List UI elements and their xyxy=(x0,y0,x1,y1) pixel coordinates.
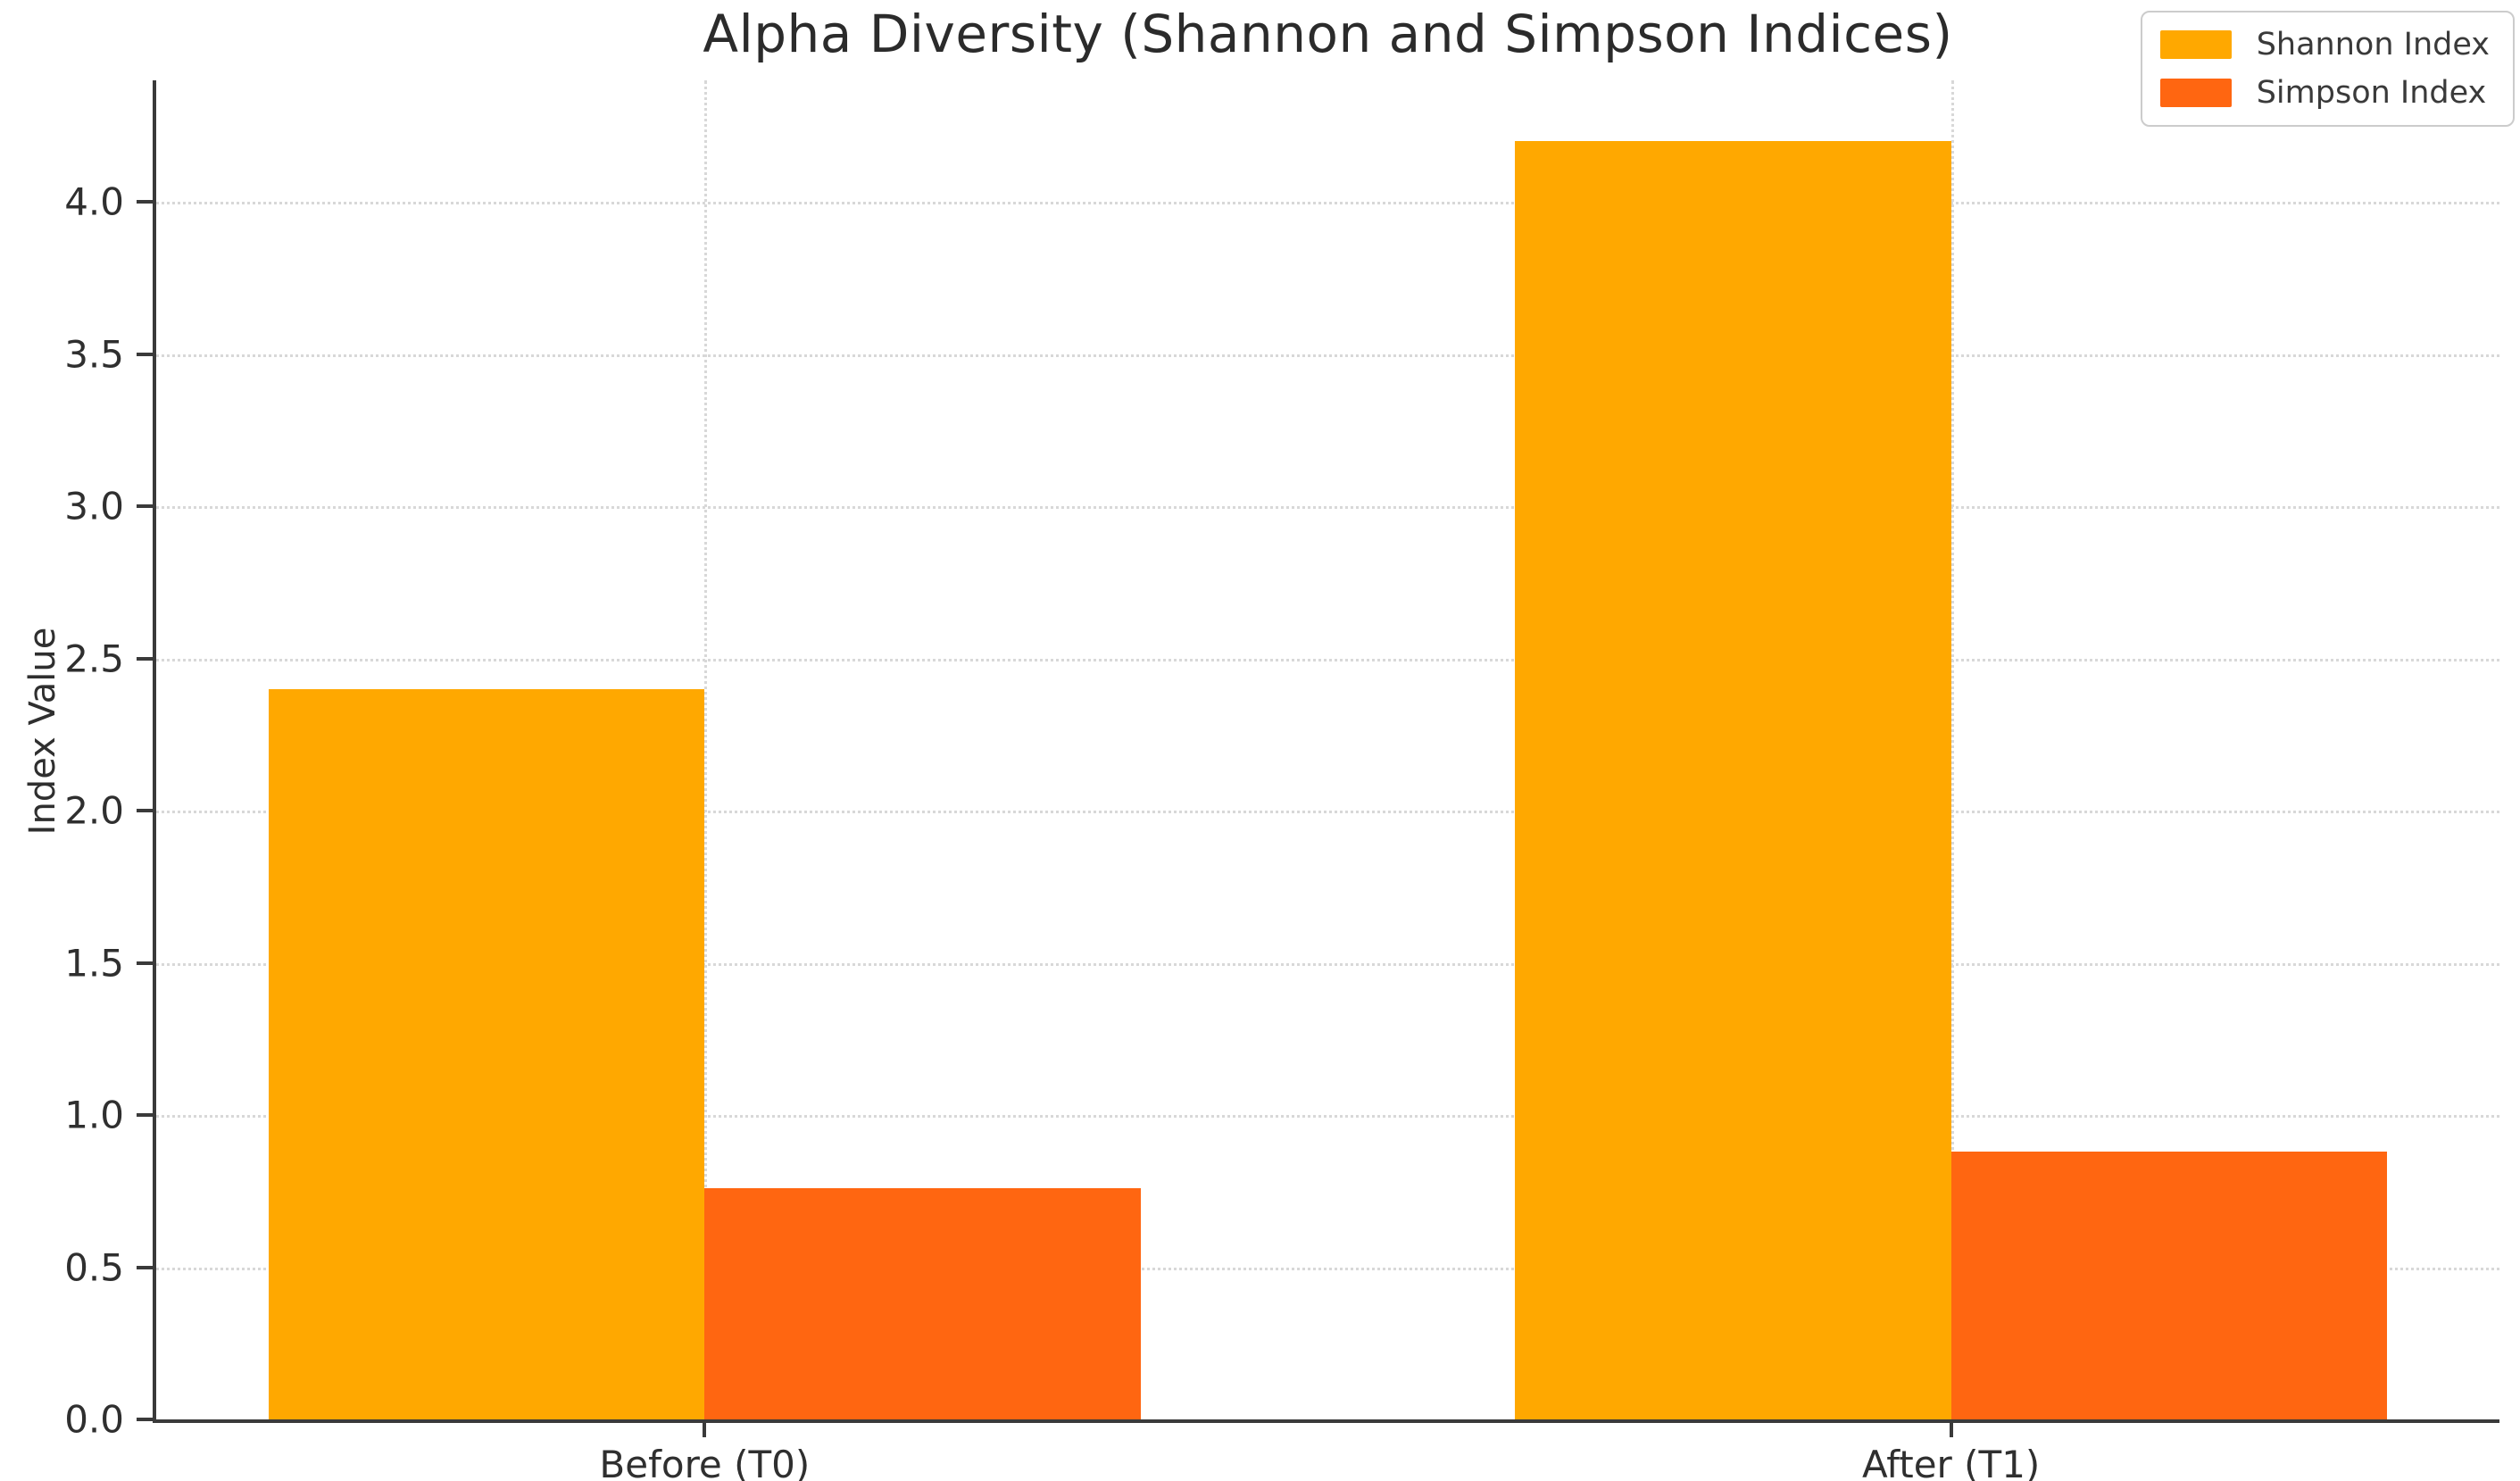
legend-item-shannon-index: Shannon Index xyxy=(2159,27,2490,62)
h-gridline-3 xyxy=(156,506,2499,510)
y-tick-label-0: 0.0 xyxy=(64,1397,124,1442)
bar-shannon-index-after-t1 xyxy=(1514,141,1951,1419)
y-tick-4 xyxy=(137,200,153,204)
plot-area: 0.0 0.5 1.0 1.5 2.0 2.5 3.0 3.5 4.0 Before (T0) Af… xyxy=(64,80,2499,1481)
y-axis-label: Index Value xyxy=(22,627,63,836)
y-tick-2.5 xyxy=(137,656,153,661)
bar-simpson-index-after-t1 xyxy=(1950,1152,2388,1419)
y-tick-label-3.5: 3.5 xyxy=(64,332,124,377)
y-tick-label-1.5: 1.5 xyxy=(64,941,124,986)
bar-simpson-index-before-t0 xyxy=(704,1187,1142,1419)
legend-item-simpson-index: Simpson Index xyxy=(2159,75,2490,111)
y-tick-label-0.5: 0.5 xyxy=(64,1245,124,1290)
y-tick-0 xyxy=(137,1418,153,1421)
legend-label-simpson-index: Simpson Index xyxy=(2256,75,2487,111)
x-axis-spine xyxy=(153,1419,2499,1423)
y-tick-3.5 xyxy=(137,352,153,356)
legend: Shannon Index Simpson Index xyxy=(2140,11,2515,127)
x-tick-label-before-t0: Before (T0) xyxy=(599,1443,811,1481)
h-gridline-2 xyxy=(156,811,2499,814)
bar-shannon-index-before-t0 xyxy=(268,688,705,1419)
y-tick-label-2.5: 2.5 xyxy=(64,636,124,681)
v-gridline-after-t1 xyxy=(1950,80,1954,1419)
y-axis-spine xyxy=(153,80,156,1423)
h-gridline-1 xyxy=(156,1115,2499,1119)
y-tick-0.5 xyxy=(137,1265,153,1269)
y-tick-label-2: 2.0 xyxy=(64,788,124,833)
x-tick-before-t0 xyxy=(703,1423,707,1437)
h-gridline-1.5 xyxy=(156,962,2499,966)
x-tick-label-after-t1: After (T1) xyxy=(1861,1443,2041,1481)
y-tick-2 xyxy=(137,809,153,813)
x-tick-after-t1 xyxy=(1949,1423,1953,1437)
chart-title: Alpha Diversity (Shannon and Simpson Ind… xyxy=(703,4,1953,64)
h-gridline-2.5 xyxy=(156,658,2499,661)
legend-label-shannon-index: Shannon Index xyxy=(2256,27,2490,62)
legend-swatch-shannon-index xyxy=(2159,30,2232,59)
y-tick-1 xyxy=(137,1113,153,1118)
h-gridline-3.5 xyxy=(156,354,2499,357)
y-tick-label-4: 4.0 xyxy=(64,179,124,224)
legend-swatch-simpson-index xyxy=(2159,79,2232,107)
v-gridline-before-t0 xyxy=(704,80,708,1419)
y-tick-1.5 xyxy=(137,961,153,965)
y-tick-3 xyxy=(137,504,153,509)
y-tick-label-3: 3.0 xyxy=(64,484,124,528)
y-tick-label-1: 1.0 xyxy=(64,1093,124,1137)
h-gridline-0.5 xyxy=(156,1267,2499,1270)
h-gridline-4 xyxy=(156,202,2499,205)
